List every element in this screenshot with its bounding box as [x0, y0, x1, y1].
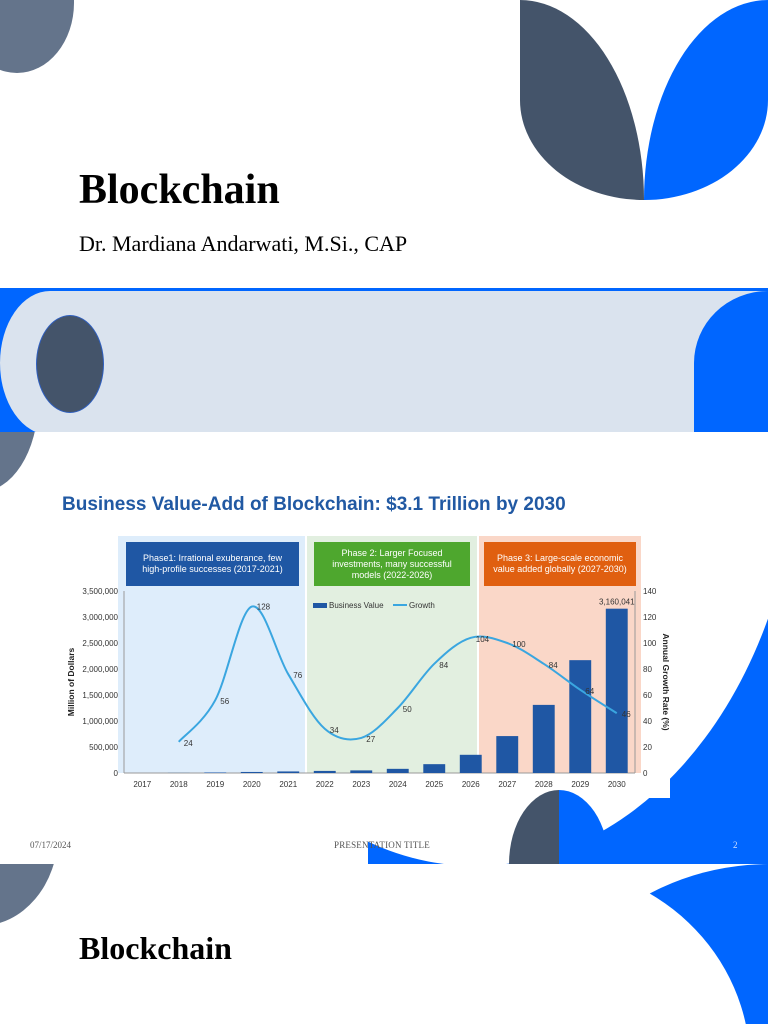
decorative-band	[0, 291, 768, 432]
svg-text:46: 46	[622, 710, 631, 719]
svg-text:76: 76	[293, 671, 302, 680]
svg-text:60: 60	[643, 691, 652, 700]
decorative-corner-shape	[0, 0, 74, 73]
decorative-leaf-blue	[644, 0, 768, 200]
svg-text:2,000,000: 2,000,000	[82, 665, 118, 674]
svg-text:0: 0	[114, 769, 119, 778]
svg-text:34: 34	[330, 726, 339, 735]
svg-text:2024: 2024	[389, 780, 407, 789]
chart-title: Business Value-Add of Blockchain: $3.1 T…	[62, 494, 566, 515]
svg-text:140: 140	[643, 587, 657, 596]
svg-text:2026: 2026	[462, 780, 480, 789]
page-number: 2	[733, 840, 738, 850]
svg-text:2017: 2017	[133, 780, 151, 789]
slide-title: Blockchain	[79, 167, 280, 213]
svg-text:Million of Dollars: Million of Dollars	[66, 647, 76, 716]
svg-text:Business Value: Business Value	[329, 601, 384, 610]
svg-text:84: 84	[439, 661, 448, 670]
svg-text:3,500,000: 3,500,000	[82, 587, 118, 596]
slide-subtitle: Dr. Mardiana Andarwati, M.Si., CAP	[79, 231, 408, 256]
svg-text:2025: 2025	[425, 780, 443, 789]
svg-text:1,000,000: 1,000,000	[82, 717, 118, 726]
divider-slide	[0, 288, 768, 432]
svg-text:100: 100	[643, 639, 657, 648]
chart-area: Phase1: Irrational exuberance, few high-…	[60, 536, 670, 798]
svg-text:1,500,000: 1,500,000	[82, 691, 118, 700]
chart-slide: Business Value-Add of Blockchain: $3.1 T…	[0, 432, 768, 864]
svg-text:64: 64	[585, 687, 594, 696]
title-slide: Blockchain Dr. Mardiana Andarwati, M.Si.…	[0, 0, 768, 288]
svg-text:Growth: Growth	[409, 601, 435, 610]
svg-text:2030: 2030	[608, 780, 626, 789]
next-slide: Blockchain	[0, 864, 768, 1024]
svg-text:40: 40	[643, 717, 652, 726]
svg-text:100: 100	[512, 640, 526, 649]
svg-text:128: 128	[257, 603, 271, 612]
svg-text:2,500,000: 2,500,000	[82, 639, 118, 648]
svg-text:56: 56	[220, 697, 229, 706]
svg-text:120: 120	[643, 613, 657, 622]
svg-text:80: 80	[643, 665, 652, 674]
svg-text:104: 104	[476, 635, 490, 644]
svg-text:2022: 2022	[316, 780, 334, 789]
svg-text:84: 84	[549, 661, 558, 670]
svg-text:24: 24	[184, 739, 193, 748]
decorative-circle	[36, 315, 104, 413]
svg-text:2021: 2021	[279, 780, 297, 789]
svg-text:0: 0	[643, 769, 648, 778]
decorative-corner-shape	[0, 432, 38, 492]
phase3-label: Phase 3: Large-scale economic value adde…	[484, 542, 636, 586]
svg-text:3,000,000: 3,000,000	[82, 613, 118, 622]
svg-text:2028: 2028	[535, 780, 553, 789]
phase1-label: Phase1: Irrational exuberance, few high-…	[126, 542, 299, 586]
phase2-label: Phase 2: Larger Focused investments, man…	[314, 542, 470, 586]
svg-text:Annual Growth Rate (%): Annual Growth Rate (%)	[661, 633, 670, 730]
svg-text:500,000: 500,000	[89, 743, 118, 752]
svg-text:2020: 2020	[243, 780, 261, 789]
svg-text:2018: 2018	[170, 780, 188, 789]
svg-text:2019: 2019	[206, 780, 224, 789]
svg-text:2027: 2027	[498, 780, 516, 789]
svg-text:50: 50	[403, 705, 412, 714]
decorative-corner-shape	[0, 864, 58, 926]
svg-text:3,160,041: 3,160,041	[599, 598, 635, 607]
footer-title: PRESENTATION TITLE	[334, 840, 430, 850]
svg-text:2029: 2029	[571, 780, 589, 789]
slide-title: Blockchain	[79, 930, 232, 966]
svg-text:2023: 2023	[352, 780, 370, 789]
footer-date: 07/17/2024	[30, 840, 72, 850]
decorative-leaf-dark	[520, 0, 644, 200]
svg-text:20: 20	[643, 743, 652, 752]
svg-text:27: 27	[366, 735, 375, 744]
combo-chart: 0 500,000 1,000,000 1,500,000 2,000,000 2,500…	[66, 587, 670, 789]
